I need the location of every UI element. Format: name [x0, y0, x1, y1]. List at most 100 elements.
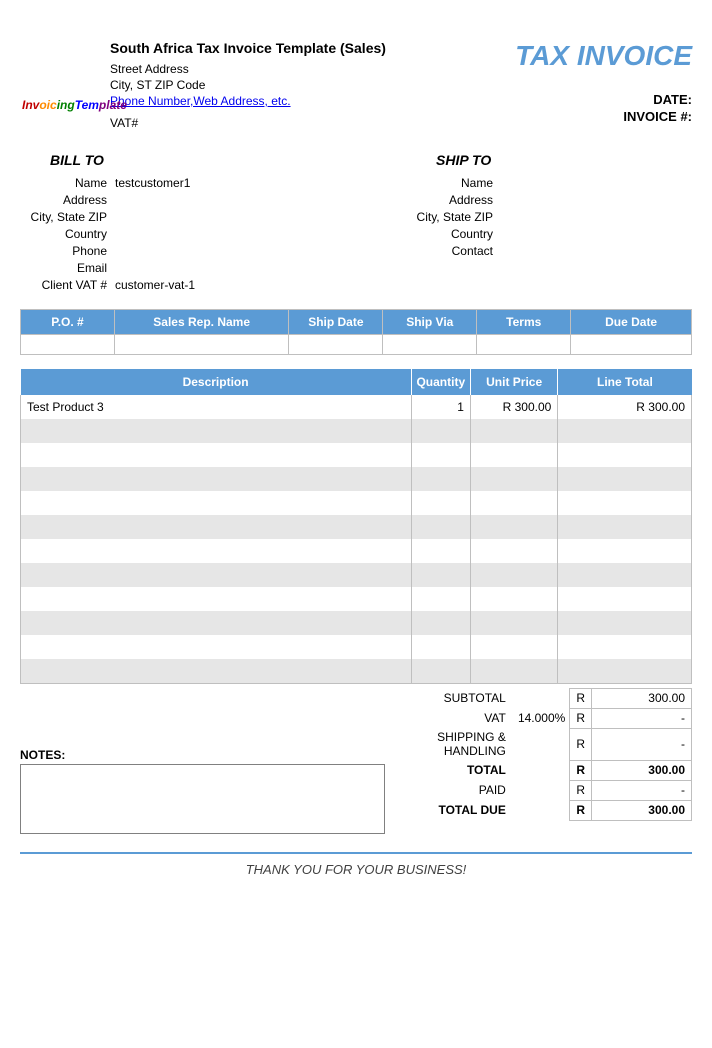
vat-label: VAT# — [110, 116, 386, 130]
item-cell[interactable] — [558, 443, 692, 467]
item-cell[interactable] — [558, 419, 692, 443]
field-label: City, State ZIP — [20, 210, 115, 224]
totals-currency: R — [570, 688, 592, 708]
totals-row: SUBTOTALR300.00 — [400, 688, 692, 708]
item-cell[interactable]: R 300.00 — [470, 395, 557, 419]
totals-label: VAT — [400, 708, 510, 728]
totals-block: SUBTOTALR300.00VAT14.000%R-SHIPPING & HA… — [400, 688, 692, 834]
item-cell[interactable] — [411, 443, 470, 467]
totals-row: TOTALR300.00 — [400, 760, 692, 780]
items-table: Description Quantity Unit Price Line Tot… — [20, 369, 692, 684]
item-cell[interactable] — [411, 515, 470, 539]
item-cell[interactable] — [470, 563, 557, 587]
field-value — [115, 193, 356, 207]
date-label: DATE: — [515, 92, 692, 107]
table-row — [21, 611, 692, 635]
item-cell[interactable] — [558, 467, 692, 491]
item-cell[interactable] — [21, 587, 412, 611]
table-row — [21, 587, 692, 611]
item-cell[interactable] — [558, 539, 692, 563]
item-cell[interactable] — [411, 539, 470, 563]
contact-link[interactable]: Phone Number,Web Address, etc. — [110, 94, 291, 108]
items-header-quantity: Quantity — [411, 369, 470, 395]
item-cell[interactable] — [558, 659, 692, 683]
meta-cell[interactable] — [289, 335, 383, 355]
item-cell[interactable] — [470, 659, 557, 683]
totals-value: 300.00 — [592, 688, 692, 708]
item-cell[interactable] — [470, 515, 557, 539]
totals-extra: 14.000% — [510, 708, 570, 728]
field-label: Name — [20, 176, 115, 190]
field-row: Address — [356, 193, 692, 207]
field-value: customer-vat-1 — [115, 278, 356, 292]
item-cell[interactable] — [21, 563, 412, 587]
meta-header: Due Date — [571, 310, 692, 335]
notes-box[interactable] — [20, 764, 385, 834]
item-cell[interactable] — [470, 611, 557, 635]
item-cell[interactable] — [411, 419, 470, 443]
item-cell[interactable] — [411, 587, 470, 611]
item-cell[interactable] — [21, 443, 412, 467]
header: South Africa Tax Invoice Template (Sales… — [20, 40, 692, 132]
totals-value: - — [592, 780, 692, 800]
totals-currency: R — [570, 708, 592, 728]
item-cell[interactable] — [411, 611, 470, 635]
item-cell[interactable] — [21, 539, 412, 563]
table-row — [21, 635, 692, 659]
totals-currency: R — [570, 800, 592, 820]
totals-row: PAIDR- — [400, 780, 692, 800]
item-cell[interactable] — [21, 491, 412, 515]
item-cell[interactable] — [411, 467, 470, 491]
item-cell[interactable] — [558, 515, 692, 539]
item-cell[interactable]: R 300.00 — [558, 395, 692, 419]
item-cell[interactable] — [558, 635, 692, 659]
item-cell[interactable]: Test Product 3 — [21, 395, 412, 419]
item-cell[interactable] — [470, 587, 557, 611]
totals-currency: R — [570, 760, 592, 780]
field-label: Country — [20, 227, 115, 241]
field-value — [501, 193, 692, 207]
field-label: Address — [356, 193, 501, 207]
table-row — [21, 515, 692, 539]
field-row: City, State ZIP — [356, 210, 692, 224]
item-cell[interactable] — [470, 635, 557, 659]
item-cell[interactable] — [411, 635, 470, 659]
meta-header: P.O. # — [21, 310, 115, 335]
meta-cell[interactable] — [477, 335, 571, 355]
item-cell[interactable] — [470, 491, 557, 515]
item-cell[interactable] — [558, 611, 692, 635]
item-cell[interactable] — [21, 467, 412, 491]
meta-cell[interactable] — [571, 335, 692, 355]
meta-table: P.O. #Sales Rep. NameShip DateShip ViaTe… — [20, 309, 692, 355]
item-cell[interactable] — [21, 611, 412, 635]
item-cell[interactable] — [411, 491, 470, 515]
meta-cell[interactable] — [383, 335, 477, 355]
item-cell[interactable] — [558, 563, 692, 587]
item-cell[interactable] — [21, 635, 412, 659]
item-cell[interactable] — [470, 419, 557, 443]
item-cell[interactable]: 1 — [411, 395, 470, 419]
item-cell[interactable] — [411, 659, 470, 683]
item-cell[interactable] — [558, 587, 692, 611]
meta-cell[interactable] — [21, 335, 115, 355]
item-cell[interactable] — [470, 539, 557, 563]
header-right: TAX INVOICE DATE: INVOICE #: — [515, 40, 692, 126]
item-cell[interactable] — [21, 515, 412, 539]
item-cell[interactable] — [470, 443, 557, 467]
item-cell[interactable] — [21, 659, 412, 683]
field-row: Country — [356, 227, 692, 241]
totals-value: 300.00 — [592, 760, 692, 780]
field-label: Contact — [356, 244, 501, 258]
field-row: Country — [20, 227, 356, 241]
meta-cell[interactable] — [114, 335, 288, 355]
address-columns: BILL TO Nametestcustomer1AddressCity, St… — [20, 152, 692, 295]
item-cell[interactable] — [470, 467, 557, 491]
bill-to-title: BILL TO — [50, 152, 356, 168]
field-value — [501, 227, 692, 241]
invoice-no-label: INVOICE #: — [515, 109, 692, 124]
item-cell[interactable] — [411, 563, 470, 587]
field-row: Phone — [20, 244, 356, 258]
item-cell[interactable] — [558, 491, 692, 515]
item-cell[interactable] — [21, 419, 412, 443]
logo: InvoicingTemplate — [22, 98, 127, 112]
